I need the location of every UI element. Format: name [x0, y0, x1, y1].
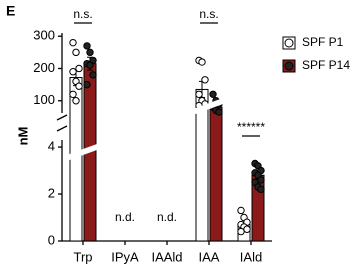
y-tick-label: 100 [33, 92, 55, 107]
data-point [72, 97, 80, 105]
data-point [75, 82, 83, 90]
data-point [75, 64, 83, 73]
data-point [215, 108, 223, 116]
y-tick-label: 200 [33, 60, 55, 75]
y-tick-label: 2 [48, 185, 55, 200]
data-point [237, 227, 245, 236]
data-point [83, 80, 91, 89]
data-point [243, 225, 251, 233]
significance-label: n.s. [199, 7, 218, 21]
legend-label: SPF P14 [302, 58, 350, 72]
x-tick-label: IAAld [151, 249, 182, 264]
x-tick-label: IPyA [111, 249, 139, 264]
data-point [201, 76, 209, 84]
x-tick-label: IAA [199, 249, 220, 264]
bar [209, 106, 223, 242]
data-point [86, 48, 94, 57]
data-point [69, 68, 77, 76]
data-point [89, 71, 97, 79]
legend-marker [284, 61, 294, 71]
y-tick-label: 300 [33, 28, 55, 43]
significance-label: ****** [237, 120, 265, 134]
x-tick-label: IAld [240, 249, 262, 264]
data-point [83, 42, 91, 50]
data-point [86, 61, 94, 69]
nd-label: n.d. [115, 210, 135, 224]
data-point [257, 176, 265, 184]
data-point [257, 185, 265, 194]
nd-label: n.d. [157, 210, 177, 224]
x-tick-label: Trp [73, 249, 92, 264]
axis-break-gap [64, 80, 272, 162]
panel-label: E [6, 3, 15, 19]
y-tick-label: 4 [48, 138, 55, 153]
data-point [69, 38, 77, 47]
legend-marker [284, 38, 294, 48]
data-point [72, 48, 80, 57]
data-point [198, 58, 206, 66]
y-axis-label: nM [15, 127, 30, 146]
significance-label: n.s. [73, 7, 92, 21]
data-point [237, 206, 245, 215]
data-point [195, 90, 203, 98]
legend-label: SPF P1 [302, 35, 344, 49]
y-tick-label: 0 [48, 232, 55, 247]
data-point [69, 90, 77, 98]
axis-break [56, 125, 68, 132]
axis-break [56, 114, 68, 121]
data-point [209, 90, 217, 98]
